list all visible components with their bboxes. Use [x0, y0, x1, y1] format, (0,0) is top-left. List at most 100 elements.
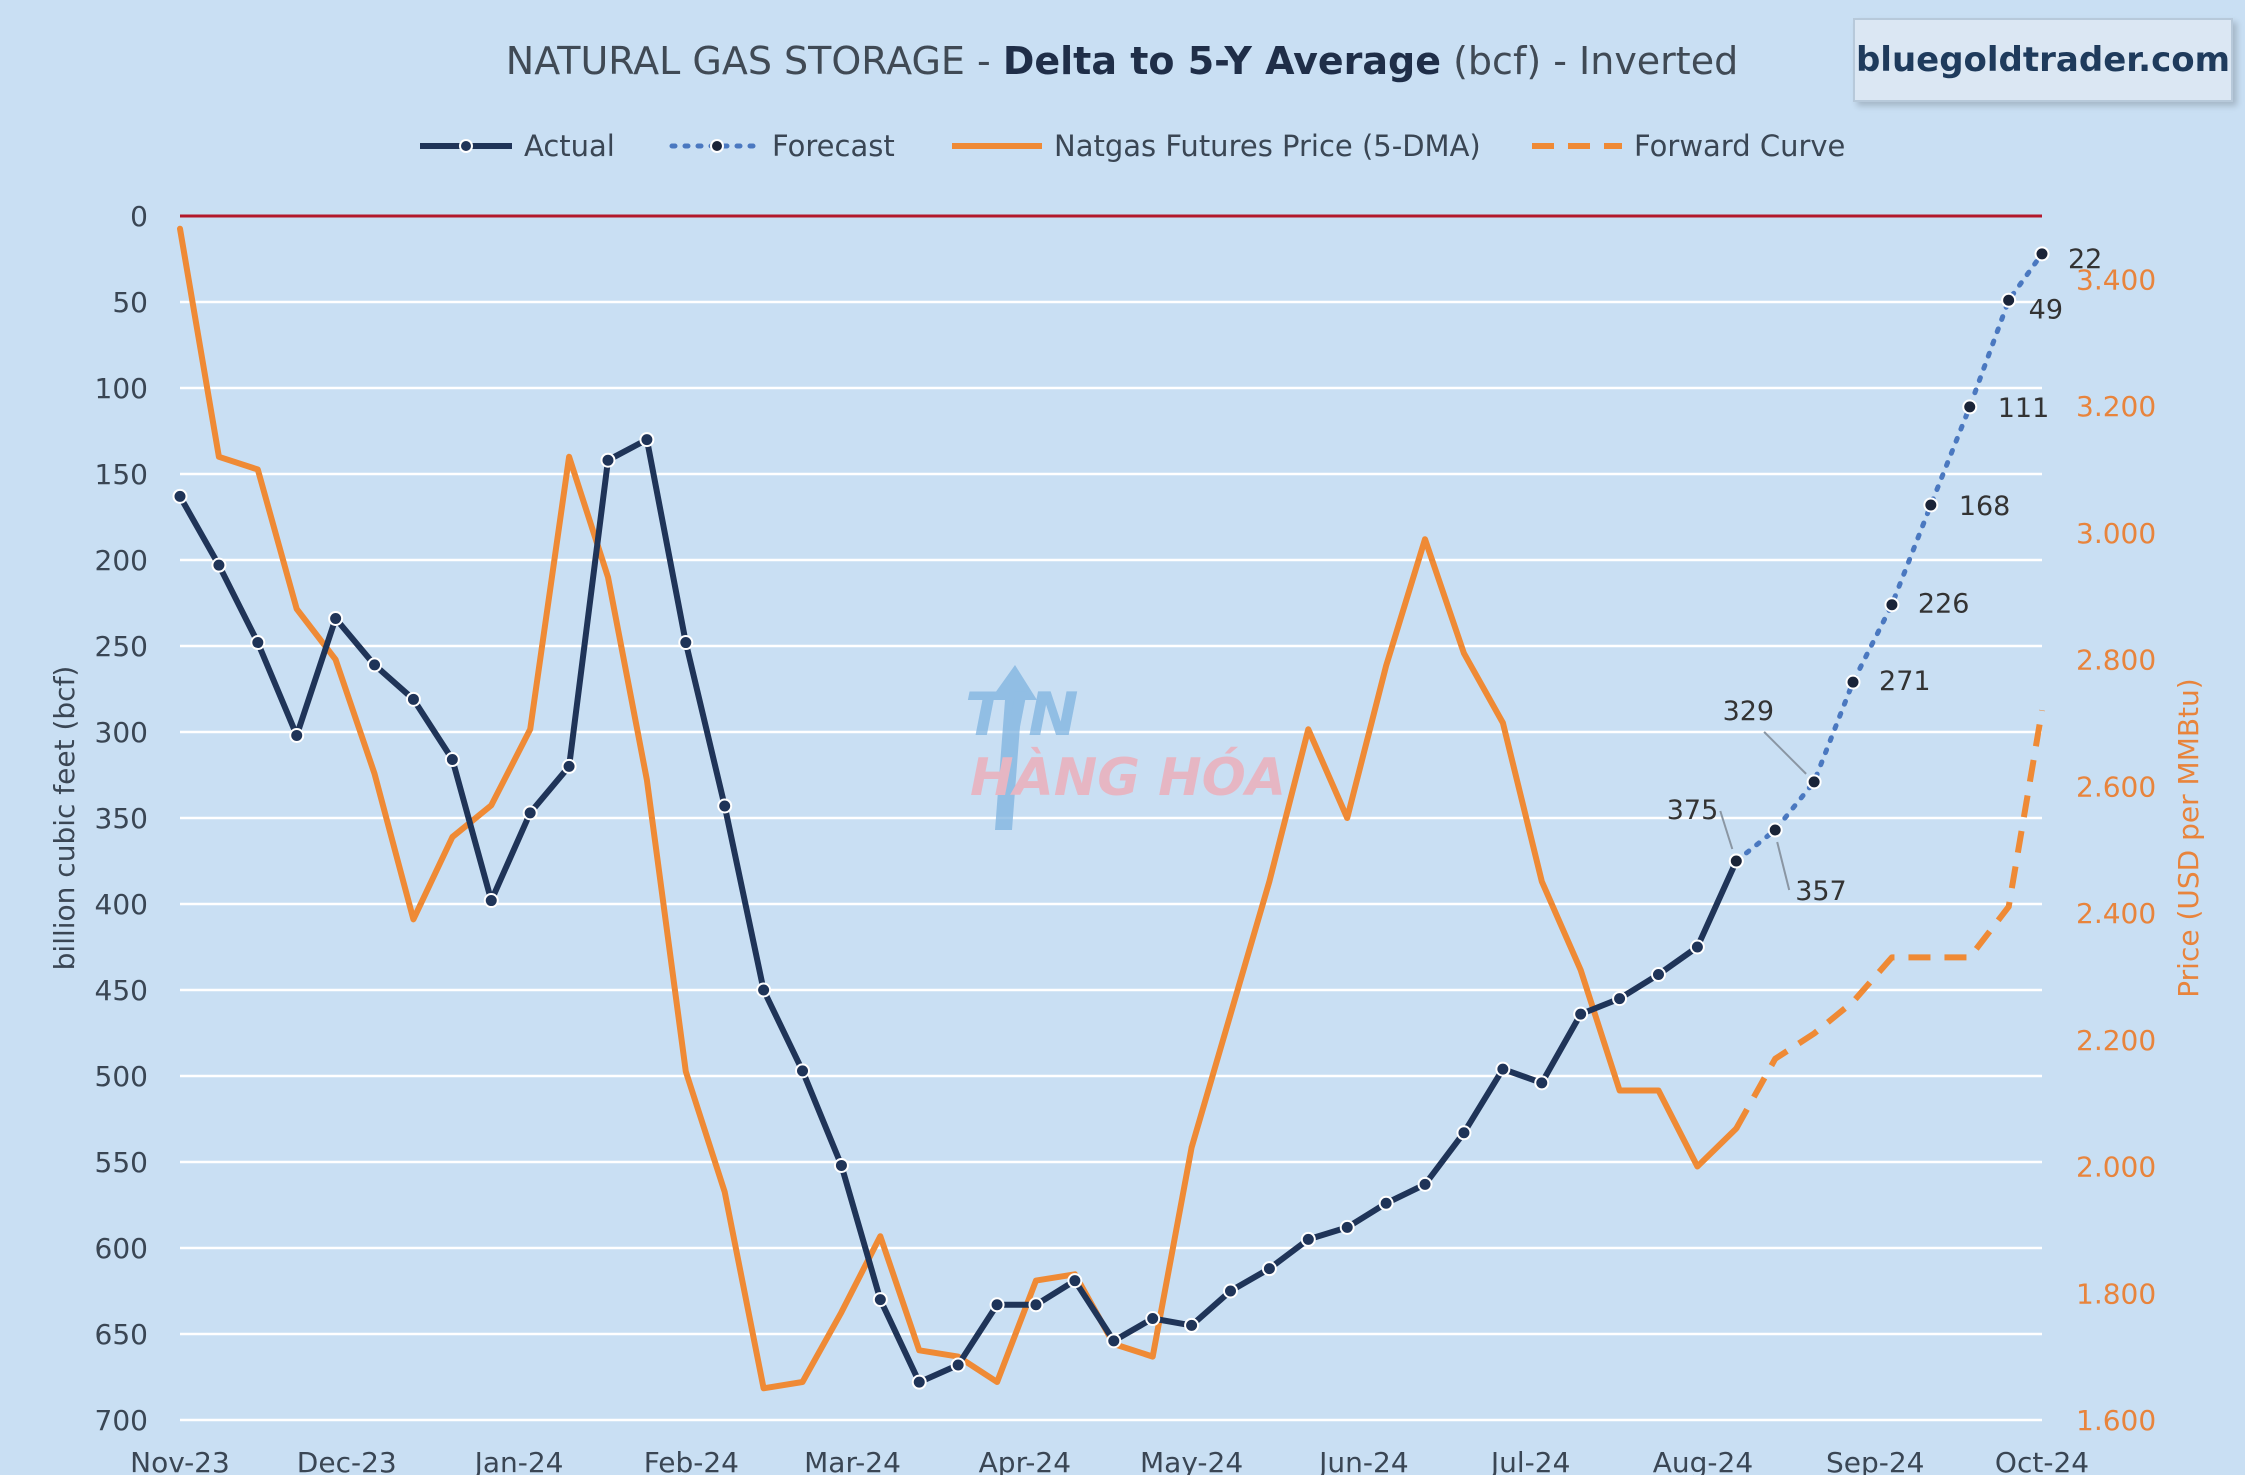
actual-point: [756, 982, 772, 998]
actual-point: [1145, 1311, 1161, 1327]
forecast-data-label: 111: [1998, 393, 2050, 424]
y-right-tick-label: 2.800: [2076, 644, 2156, 677]
forecast-data-label: 168: [1959, 491, 2011, 522]
forecast-point: [1767, 822, 1783, 838]
price-series-line: [177, 225, 1740, 1392]
x-tick-label: Dec-23: [297, 1446, 397, 1475]
x-tick-label: Nov-23: [130, 1446, 230, 1475]
forecast-point: [1884, 597, 1900, 613]
actual-point: [1417, 1176, 1433, 1192]
forecast-series-line: [1733, 251, 2045, 864]
actual-point: [1612, 991, 1628, 1007]
actual-point: [328, 610, 344, 626]
y-left-tick-label: 0: [130, 200, 148, 233]
forecast-data-label: 22: [2068, 244, 2102, 275]
actual-point: [872, 1292, 888, 1308]
y-left-tick-label: 250: [95, 630, 148, 663]
actual-point: [717, 798, 733, 814]
axis-layer: 0 50 100 150 200 250 300 350 400 450 500 550 600 650 7…: [48, 200, 2205, 1475]
watermark-line2: HÀNG HÓA: [970, 746, 1286, 808]
actual-point: [950, 1357, 966, 1373]
y-left-tick-label: 700: [95, 1404, 148, 1437]
actual-point: [1573, 1006, 1589, 1022]
actual-point: [367, 657, 383, 673]
x-tick-label: May-24: [1140, 1446, 1243, 1475]
y-right-tick-label: 1.800: [2076, 1277, 2156, 1310]
forecast-point: [1806, 774, 1822, 790]
y-left-tick-label: 650: [95, 1318, 148, 1351]
x-tick-label: Mar-24: [804, 1446, 901, 1475]
forecast-point: [1962, 399, 1978, 415]
y-left-tick-label: 450: [95, 974, 148, 1007]
actual-point: [989, 1297, 1005, 1313]
x-tick-label: Aug-24: [1653, 1446, 1753, 1475]
actual-point: [833, 1157, 849, 1173]
x-tick-label: Jun-24: [1317, 1446, 1408, 1475]
y-right-tick-label: 2.200: [2076, 1024, 2156, 1057]
chart-title: NATURAL GAS STORAGE - Delta to 5-Y Avera…: [506, 39, 1738, 83]
actual-point: [483, 893, 499, 909]
actual-point: [289, 727, 305, 743]
forecast-label-leader: [1719, 810, 1734, 850]
legend-layer: Actual Forecast Natgas Futures Price (5-DM…: [420, 129, 1845, 163]
actual-point: [600, 452, 616, 468]
y-left-axis-title: billion cubic feet (bcf): [48, 666, 81, 971]
forecast-point: [1845, 674, 1861, 690]
actual-point: [444, 752, 460, 768]
forecast-data-label: 49: [2029, 294, 2063, 325]
y-left-tick-label: 200: [95, 544, 148, 577]
watermark-line1: TIN: [965, 680, 1078, 750]
y-right-tick-label: 3.000: [2076, 517, 2156, 550]
actual-point: [1184, 1317, 1200, 1333]
y-right-tick-label: 1.600: [2076, 1404, 2156, 1437]
y-left-tick-label: 350: [95, 802, 148, 835]
y-left-tick-label: 300: [95, 716, 148, 749]
y-right-axis-title: Price (USD per MMBtu): [2172, 678, 2205, 997]
actual-point: [1067, 1273, 1083, 1289]
forecast-point: [1923, 497, 1939, 513]
x-tick-label: Jul-24: [1489, 1446, 1571, 1475]
x-tick-label: Feb-24: [644, 1446, 739, 1475]
y-right-tick-label: 3.400: [2076, 263, 2156, 296]
actual-point: [405, 691, 421, 707]
legend-label: Forward Curve: [1634, 129, 1845, 163]
actual-point: [522, 805, 538, 821]
y-right-tick-label: 2.000: [2076, 1151, 2156, 1184]
actual-point: [1534, 1075, 1550, 1091]
y-left-tick-label: 600: [95, 1232, 148, 1265]
actual-point: [1495, 1061, 1511, 1077]
watermark: TIN HÀNG HÓA: [965, 665, 1286, 830]
forecast-data-label: 375: [1667, 795, 1719, 826]
forward-curve-line: [1733, 709, 2045, 1130]
forecast-data-label: 226: [1918, 589, 1970, 620]
actual-point: [1028, 1297, 1044, 1313]
actual-point: [1456, 1125, 1472, 1141]
legend-label: Natgas Futures Price (5-DMA): [1054, 129, 1481, 163]
y-left-tick-label: 50: [112, 286, 148, 319]
brand-box: bluegoldtrader.com: [1853, 18, 2233, 102]
y-right-tick-label: 2.400: [2076, 897, 2156, 930]
actual-point: [1689, 939, 1705, 955]
actual-point: [1300, 1231, 1316, 1247]
y-left-tick-label: 100: [95, 372, 148, 405]
actual-point: [211, 557, 227, 573]
legend-actual-marker: [459, 139, 473, 153]
watermark-arrow-icon: [990, 665, 1037, 830]
forecast-label-leader: [1776, 841, 1791, 891]
actual-point: [250, 635, 266, 651]
actual-point: [1106, 1333, 1122, 1349]
y-left-tick-label: 150: [95, 458, 148, 491]
actual-point: [795, 1063, 811, 1079]
y-left-tick-label: 400: [95, 888, 148, 921]
actual-point: [1261, 1261, 1277, 1277]
actual-point: [1339, 1219, 1355, 1235]
y-right-tick-label: 2.600: [2076, 770, 2156, 803]
forecast-point: [1728, 853, 1744, 869]
forecast-data-label: 357: [1795, 876, 1847, 907]
actual-point: [1378, 1195, 1394, 1211]
forecast-point: [2034, 246, 2050, 262]
legend-forecast-marker: [710, 139, 724, 153]
